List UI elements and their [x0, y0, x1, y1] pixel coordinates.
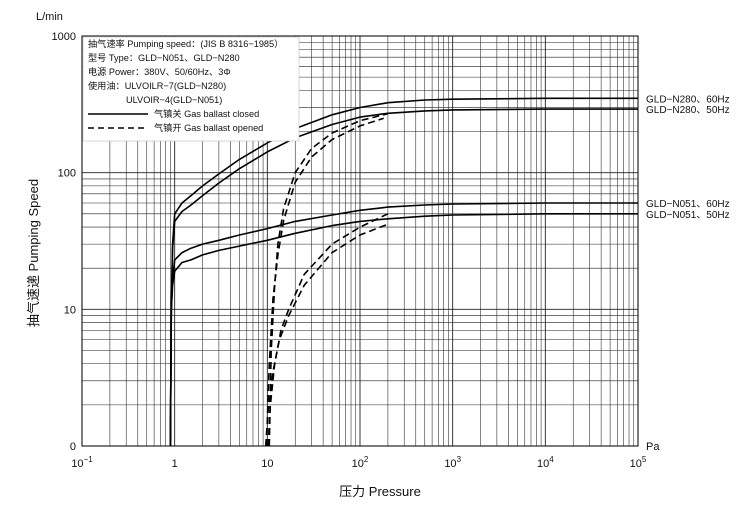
- series-label: GLD−N051、50Hz: [646, 210, 730, 221]
- info-line: ULVOIR−4(GLD−N051): [126, 95, 222, 105]
- x-tick-base: 10: [71, 458, 83, 470]
- x-tick-base: 10: [537, 458, 549, 470]
- x-tick-base: 10: [444, 458, 456, 470]
- plot-frame: [81, 35, 639, 447]
- series-label: GLD−N280、60Hz: [646, 94, 730, 105]
- x-tick-exponent: 3: [457, 455, 462, 464]
- x-tick-base: 10: [352, 458, 364, 470]
- info-box: 抽气速率 Pumping speed：(JIS B 8316−1985） 型号 T…: [82, 36, 300, 142]
- x-tick-label: 102: [352, 455, 369, 470]
- x-tick-base: 1: [172, 458, 178, 470]
- info-line: 使用油：ULVOILR−7(GLD−N280): [88, 80, 226, 91]
- x-tick-exponent: 5: [642, 455, 647, 464]
- series-line: [169, 213, 638, 447]
- x-tick-exponent: −1: [84, 455, 94, 464]
- series-line-dashed: [267, 213, 389, 447]
- x-tick-exponent: 2: [364, 455, 369, 464]
- y-tick-label: 10: [64, 304, 76, 316]
- x-tick-label: 105: [630, 455, 647, 470]
- legend-label: 气镇关 Gas ballast closed: [154, 108, 259, 119]
- info-line: 型号 Type：GLD−N051、GLD−N280: [88, 53, 240, 63]
- legend-label: 气镇开 Gas ballast opened: [154, 122, 263, 133]
- x-tick-label: 103: [444, 455, 461, 470]
- info-line: 抽气速率 Pumping speed：(JIS B 8316−1985）: [88, 38, 283, 49]
- series-line: [169, 108, 638, 447]
- x-tick-label: 10: [261, 458, 273, 470]
- x-tick-label: 104: [537, 455, 554, 470]
- y-axis-title: 抽气速递 Pumping Speed: [26, 179, 41, 327]
- info-line: 电源 Power：380V、50/60Hz、3Φ: [88, 66, 231, 77]
- x-tick-exponent: 4: [549, 455, 554, 464]
- series-line: [169, 97, 638, 447]
- info-box-background: [82, 36, 300, 142]
- x-tick-base: 10: [630, 458, 642, 470]
- series-label: GLD−N280、50Hz: [646, 105, 730, 116]
- series-line-dashed: [265, 117, 384, 447]
- y-unit-label: L/min: [36, 11, 63, 23]
- x-tick-base: 10: [261, 458, 273, 470]
- y-tick-label: 1000: [52, 31, 76, 43]
- x-unit-label: Pa: [646, 441, 660, 453]
- y-tick-label: 100: [58, 168, 76, 180]
- x-axis-title: 压力 Pressure: [339, 484, 421, 499]
- series-label: GLD−N051、60Hz: [646, 199, 730, 210]
- x-tick-label: 10−1: [71, 455, 93, 470]
- y-tick-label: 0: [70, 441, 76, 453]
- series-line-dashed: [264, 223, 389, 447]
- x-tick-label: 1: [172, 458, 178, 470]
- series-line: [169, 202, 638, 447]
- series-line-dashed: [268, 112, 389, 447]
